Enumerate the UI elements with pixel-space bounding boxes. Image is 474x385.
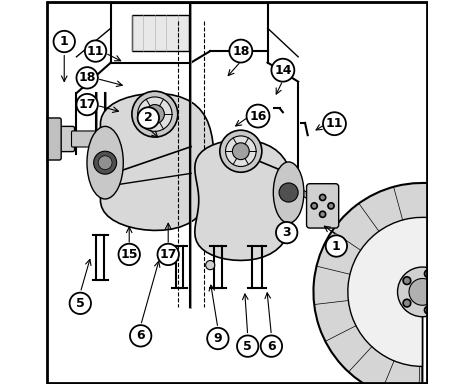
Circle shape (85, 40, 106, 62)
Text: 17: 17 (159, 248, 177, 261)
Circle shape (328, 203, 334, 209)
Circle shape (157, 244, 179, 265)
Circle shape (398, 267, 447, 317)
Text: 3: 3 (283, 226, 291, 239)
Circle shape (137, 107, 159, 129)
Circle shape (276, 222, 297, 243)
Circle shape (70, 293, 91, 314)
Wedge shape (313, 183, 441, 385)
Circle shape (326, 235, 347, 257)
Circle shape (145, 105, 164, 124)
Circle shape (118, 244, 140, 265)
Circle shape (226, 136, 256, 166)
Circle shape (311, 203, 317, 209)
Circle shape (94, 151, 117, 174)
Text: 16: 16 (249, 110, 267, 122)
Circle shape (220, 130, 262, 172)
Circle shape (279, 183, 298, 202)
Circle shape (424, 306, 432, 314)
Text: 15: 15 (120, 248, 138, 261)
Text: 17: 17 (78, 98, 96, 111)
Circle shape (237, 335, 258, 357)
Circle shape (130, 325, 151, 346)
FancyBboxPatch shape (109, 172, 292, 187)
Circle shape (438, 288, 445, 296)
Text: 11: 11 (87, 45, 104, 58)
Circle shape (246, 105, 270, 127)
Text: 1: 1 (332, 239, 341, 253)
Circle shape (424, 270, 432, 278)
Polygon shape (100, 94, 214, 231)
FancyBboxPatch shape (44, 126, 74, 152)
Circle shape (272, 59, 294, 82)
Circle shape (403, 277, 411, 285)
Circle shape (409, 278, 436, 305)
Text: 2: 2 (144, 112, 153, 124)
Text: 6: 6 (137, 329, 145, 342)
Circle shape (98, 156, 112, 169)
Polygon shape (195, 140, 294, 260)
Ellipse shape (273, 162, 304, 223)
Text: 18: 18 (232, 45, 249, 58)
Text: 1: 1 (60, 35, 69, 48)
FancyBboxPatch shape (307, 184, 338, 228)
Circle shape (76, 67, 98, 89)
Circle shape (261, 335, 282, 357)
Circle shape (206, 261, 215, 270)
Text: 14: 14 (274, 64, 292, 77)
Circle shape (403, 299, 411, 307)
Text: 5: 5 (243, 340, 252, 353)
FancyBboxPatch shape (72, 131, 112, 147)
Circle shape (132, 91, 178, 137)
Circle shape (232, 143, 249, 160)
Text: 11: 11 (326, 117, 343, 130)
FancyBboxPatch shape (44, 118, 61, 160)
Circle shape (137, 97, 172, 131)
Circle shape (323, 112, 346, 135)
Circle shape (319, 194, 326, 201)
Bar (132, 15, 189, 51)
Wedge shape (348, 218, 435, 367)
Circle shape (319, 211, 326, 218)
Text: 5: 5 (76, 297, 85, 310)
Circle shape (76, 94, 98, 115)
Ellipse shape (87, 126, 123, 199)
Text: 9: 9 (214, 332, 222, 345)
Circle shape (54, 31, 75, 52)
Text: 18: 18 (79, 71, 96, 84)
Circle shape (207, 328, 228, 349)
Text: 6: 6 (267, 340, 276, 353)
Circle shape (229, 40, 252, 62)
